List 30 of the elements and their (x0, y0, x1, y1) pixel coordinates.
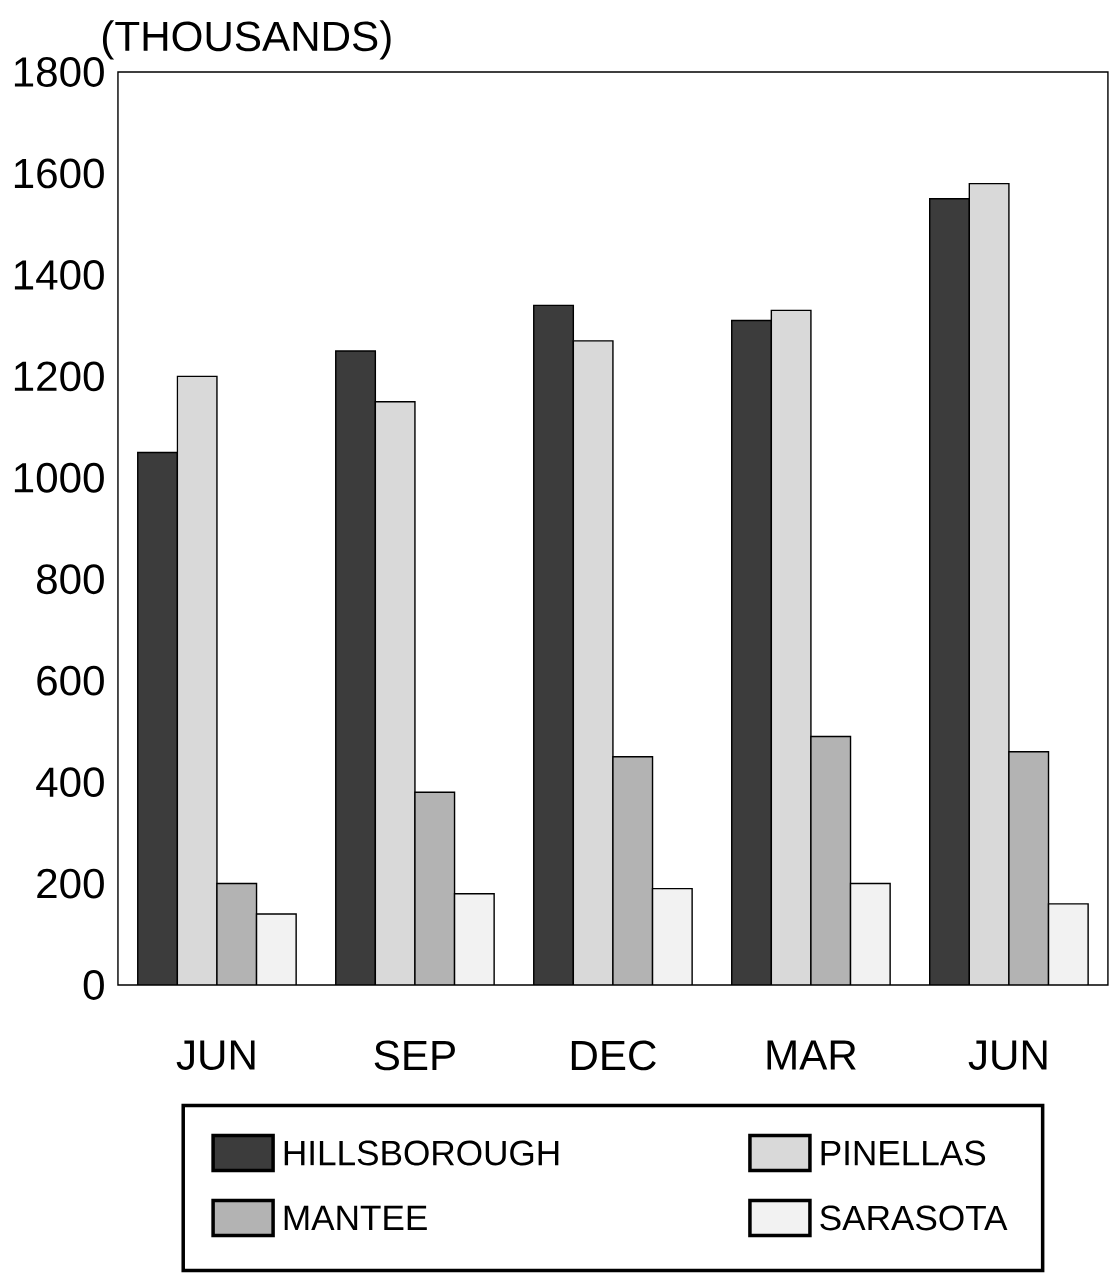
bar (572, 340, 614, 985)
bar (929, 198, 971, 985)
y-tick-label: 1000 (14, 462, 104, 493)
bar (374, 401, 416, 985)
legend-label: SARASOTA (820, 1205, 1008, 1231)
bar (731, 319, 773, 985)
y-tick-label: 1200 (14, 361, 104, 392)
bar (968, 182, 1010, 985)
y-tick-label: 600 (37, 665, 104, 696)
y-tick-label: 1400 (14, 259, 104, 290)
legend-label: PINELLAS (821, 1140, 986, 1166)
x-tick-label: SEP (374, 1040, 455, 1071)
y-tick-label: 1800 (14, 57, 104, 87)
y-tick-label: 200 (37, 868, 104, 899)
bar (335, 350, 377, 985)
bar (533, 304, 575, 985)
x-tick-label: MAR (767, 1040, 856, 1070)
legend-label: MANTEE (284, 1205, 427, 1230)
y-tick-label: 800 (37, 564, 104, 595)
y-tick-label: 400 (36, 767, 104, 798)
bar (176, 375, 218, 985)
x-tick-label: DEC (571, 1040, 656, 1071)
y-axis-title: (THOUSANDS) (102, 20, 391, 60)
legend-label: HILLSBOROUGH (284, 1140, 559, 1166)
x-tick-label: JUN (968, 1040, 1047, 1070)
bar (137, 451, 179, 985)
y-tick-label: 1600 (14, 158, 104, 189)
x-tick-label: JUN (176, 1040, 255, 1070)
y-tick-label: 0 (83, 970, 104, 1000)
bar (770, 309, 812, 985)
